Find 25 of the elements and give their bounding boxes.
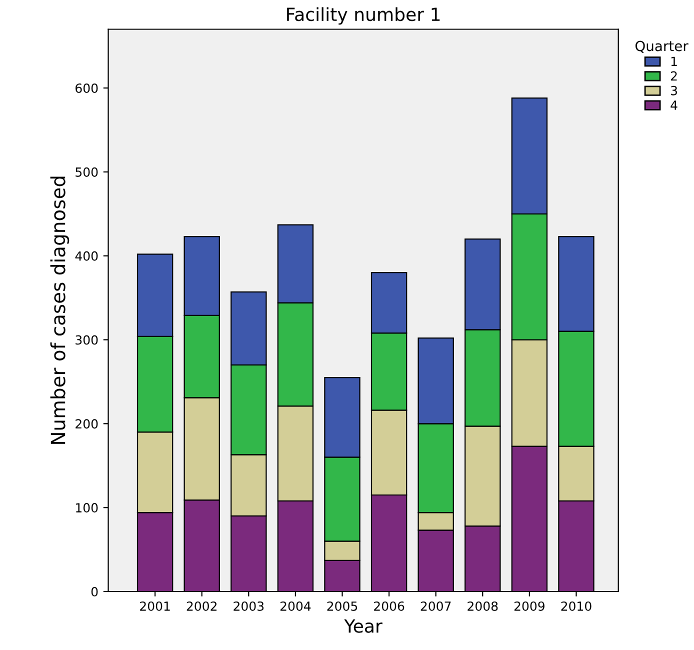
x-tick-label: 2001 — [140, 601, 170, 611]
x-tick-label: 2005 — [327, 601, 358, 611]
legend-label: 1 — [671, 56, 677, 66]
x-tick-label: 2007 — [420, 601, 451, 611]
x-tick-label: 2006 — [374, 601, 404, 611]
x-tick-label: 2003 — [234, 601, 264, 611]
x-tick-label: 2004 — [280, 601, 311, 611]
y-axis-title: Number of cases diagnosed — [50, 176, 70, 444]
x-axis-title: Year — [344, 619, 382, 633]
y-tick-label: 200 — [76, 419, 98, 429]
x-tick-label: 2008 — [468, 601, 498, 611]
chart-title: Facility number 1 — [287, 7, 440, 25]
y-tick-label: 0 — [91, 586, 98, 596]
legend-label: 2 — [670, 71, 677, 81]
legend-title: Quarter — [635, 40, 688, 53]
legend-label: 4 — [670, 100, 678, 110]
legend-label: 3 — [671, 86, 678, 96]
x-tick-label: 2010 — [561, 601, 592, 611]
y-tick-label: 400 — [75, 251, 98, 261]
y-tick-label: 600 — [76, 83, 98, 93]
x-tick-label: 2009 — [514, 601, 544, 611]
y-tick-label: 100 — [76, 503, 98, 513]
y-tick-label: 500 — [76, 167, 98, 177]
y-tick-label: 300 — [76, 335, 98, 345]
x-tick-label: 2002 — [186, 601, 217, 611]
